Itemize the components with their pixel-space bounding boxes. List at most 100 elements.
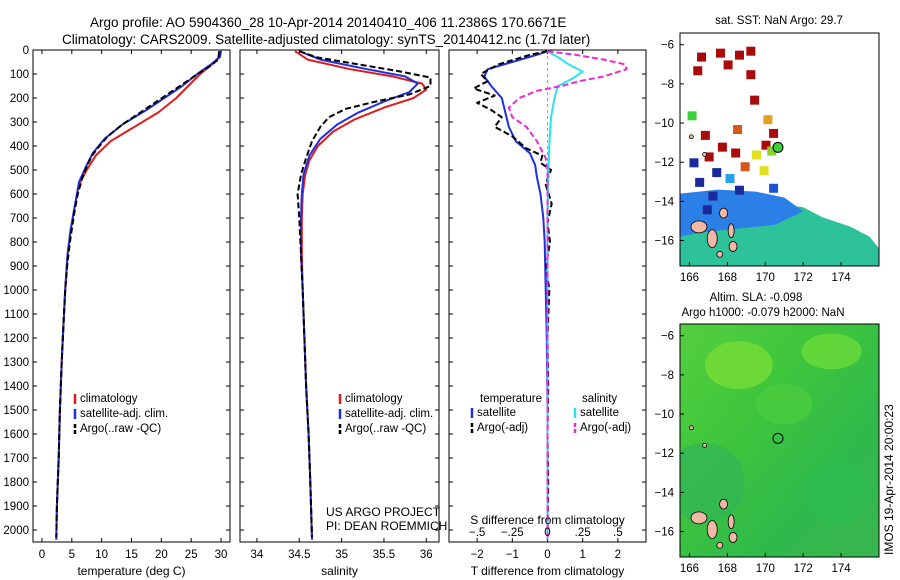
x-tick-label: 20 (155, 549, 168, 561)
x-tick-label: 2 (615, 549, 621, 561)
map-y-tick-label: −14 (654, 196, 674, 208)
island (728, 241, 738, 252)
y-tick-label: 900 (10, 261, 29, 273)
island (716, 541, 724, 549)
island (688, 425, 694, 431)
sst-cell (767, 146, 777, 156)
island (702, 151, 708, 157)
sla-anomaly (756, 384, 813, 425)
x-tick-label: 34 (251, 549, 264, 561)
island (719, 207, 728, 219)
map-x-tick-label: 172 (794, 563, 813, 575)
y-tick-label: 1700 (3, 453, 29, 465)
sla-map-title: Altim. SLA: -0.098 (710, 292, 803, 304)
x-tick-label: 15 (125, 549, 138, 561)
legend-salinity-title: salinity (582, 393, 617, 405)
sst-cell (759, 166, 769, 176)
header-line-1: Argo profile: AO 5904360_28 10-Apr-2014 … (90, 15, 566, 30)
map-y-tick-label: −8 (661, 79, 674, 91)
y-tick-label: 1800 (3, 477, 29, 489)
map-y-tick-label: −12 (654, 448, 674, 460)
sst-cell (734, 50, 744, 60)
sst-cell (750, 95, 760, 105)
island (719, 498, 728, 510)
island (706, 229, 718, 248)
island (690, 220, 708, 234)
credit-project: US ARGO PROJECT (326, 505, 441, 519)
sla-anomaly (680, 442, 745, 523)
island (728, 532, 738, 543)
sst-cell (697, 52, 707, 62)
y-tick-label: 200 (10, 93, 29, 105)
sst-cell (712, 168, 722, 178)
sla-map-panel: 166 168 170 172 174 −6 −8 −10 −12 −14 −16 Altim. SL… (654, 292, 880, 575)
series-group (294, 50, 432, 540)
series-group (472, 50, 628, 540)
x-tick-label: 5 (69, 549, 75, 561)
island (727, 514, 735, 530)
sst-cell (700, 130, 710, 140)
s-tick-label: 0 (544, 527, 550, 539)
sst-cell (687, 111, 697, 121)
map-y-tick-label: −10 (654, 409, 674, 421)
map-x-tick-label: 168 (718, 563, 737, 575)
legend-temperature-title: temperature (480, 393, 542, 405)
series-group (55, 51, 222, 540)
sst-cell (716, 48, 726, 58)
x-tick-label: 36 (420, 549, 433, 561)
map-y-tick-label: −14 (654, 487, 674, 499)
sla-anomaly (801, 333, 862, 370)
x-tick-label: 0 (544, 549, 550, 561)
y-tick-label: 300 (10, 117, 29, 129)
y-tick-label: 600 (10, 189, 29, 201)
argo-position-marker (772, 141, 784, 153)
y-tick-label: 2000 (3, 525, 29, 537)
legend-argo-label: Argo(..raw -QC) (345, 423, 426, 435)
x-tick-label: −2 (471, 549, 484, 561)
sst-cell (704, 152, 714, 162)
sst-cell (740, 162, 750, 172)
map-x-tick-label: 172 (794, 272, 813, 284)
legend-t-argo-label: Argo(-adj) (477, 422, 528, 434)
s-tick-label: .25 (575, 527, 591, 539)
y-tick-label: 700 (10, 213, 29, 225)
x-axis-label: temperature (deg C) (77, 564, 185, 578)
sst-cell (752, 150, 762, 160)
map-y-tick-label: −16 (654, 236, 674, 248)
s-tick-label: −.25 (501, 527, 524, 539)
salinity-panel: 34 34.5 35 35.5 36 salinity climatology satelli… (239, 49, 440, 578)
sst-cell (731, 148, 741, 158)
sst-cell (763, 115, 773, 125)
map-x-tick-label: 174 (832, 272, 852, 284)
difference-panel: −2 −1 0 1 2 T difference from climatology −.5 −… (448, 49, 647, 578)
x-tick-label: 34.5 (288, 549, 310, 561)
y-tick-label: 0 (23, 45, 29, 57)
map-frame (679, 323, 880, 558)
sst-cell (769, 183, 779, 193)
legend-satellite-label: satellite-adj. clim. (80, 408, 168, 420)
sla-anomaly (807, 458, 868, 527)
y-tick-label: 500 (10, 165, 29, 177)
map-x-tick-label: 166 (680, 272, 699, 284)
sst-cell (702, 205, 712, 215)
sst-map-title: sat. SST: NaN Argo: 29.7 (715, 15, 843, 27)
sst-map-panel: 166 168 170 172 174 −6 −8 −10 −12 −14 −16 sat. SST:… (654, 15, 880, 284)
y-tick-label: 1600 (3, 429, 29, 441)
temperature-panel: 0100200300400500600700800900100011001200… (3, 45, 231, 578)
y-tick-label: 100 (10, 69, 29, 81)
map-x-tick-label: 166 (680, 563, 699, 575)
s-axis-label: S difference from climatology (470, 513, 625, 527)
credit-pi: PI: DEAN ROEMMICH (326, 519, 447, 533)
header-line-2: Climatology: CARS2009. Satellite-adjuste… (62, 32, 590, 47)
island (688, 134, 694, 140)
sst-cell (746, 46, 756, 56)
map-y-tick-label: −12 (654, 157, 674, 169)
x-tick-label: 35.5 (373, 549, 395, 561)
y-tick-label: 800 (10, 237, 29, 249)
y-tick-label: 1500 (3, 405, 29, 417)
sst-cell (769, 128, 779, 138)
x-tick-label: 0 (39, 549, 45, 561)
map-y-tick-label: −6 (661, 40, 674, 52)
map-x-tick-label: 168 (718, 272, 737, 284)
